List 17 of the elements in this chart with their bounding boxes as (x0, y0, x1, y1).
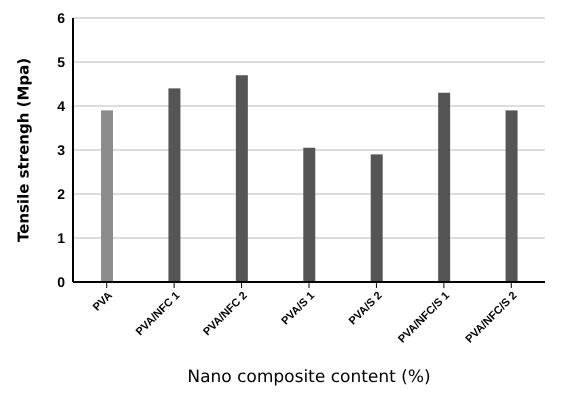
y-tick-label: 4 (57, 98, 66, 114)
y-axis-title: Tensile strengh (Mpa) (14, 58, 32, 242)
y-tick-label: 5 (57, 54, 66, 70)
bar (506, 110, 518, 282)
y-tick-label: 3 (57, 142, 66, 158)
bar (370, 154, 383, 282)
y-tick-label: 1 (57, 230, 66, 246)
y-tick-label: 6 (57, 10, 66, 26)
bar (168, 88, 180, 282)
bar (303, 148, 316, 282)
bar (101, 110, 113, 282)
y-tick-label: 2 (57, 186, 66, 202)
bar (438, 92, 450, 282)
x-axis-title: Nano composite content (%) (187, 367, 431, 387)
y-tick-label: 0 (57, 274, 66, 290)
x-tick-label: PVA (90, 290, 115, 314)
bar (236, 75, 248, 282)
